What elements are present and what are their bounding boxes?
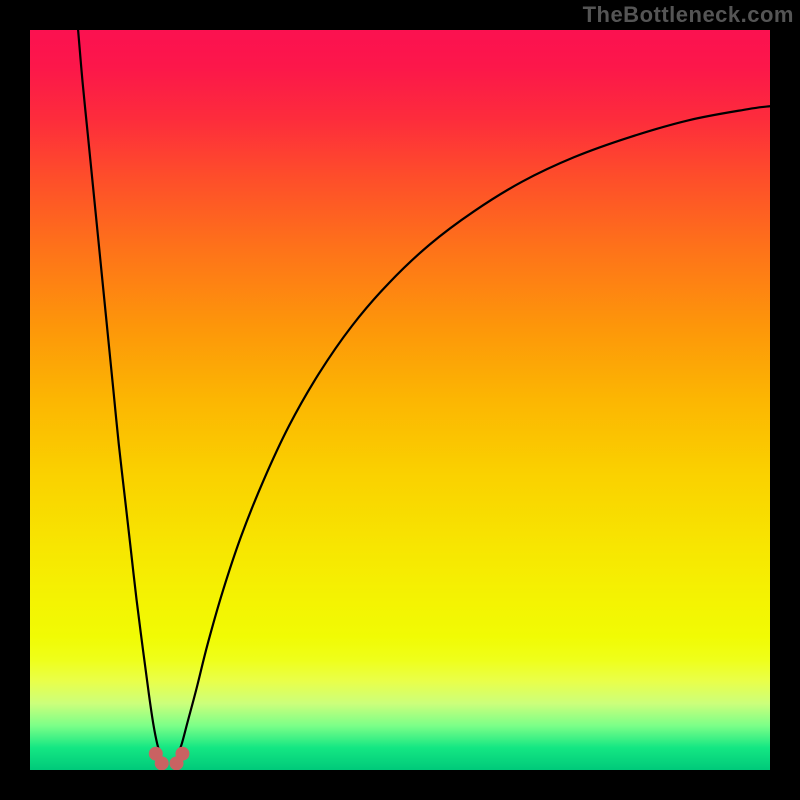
watermark-text: TheBottleneck.com — [583, 2, 794, 28]
marker-point — [175, 747, 189, 761]
marker-point — [155, 756, 169, 770]
bottleneck-chart — [30, 30, 770, 770]
gradient-background — [30, 30, 770, 770]
chart-container: TheBottleneck.com — [0, 0, 800, 800]
